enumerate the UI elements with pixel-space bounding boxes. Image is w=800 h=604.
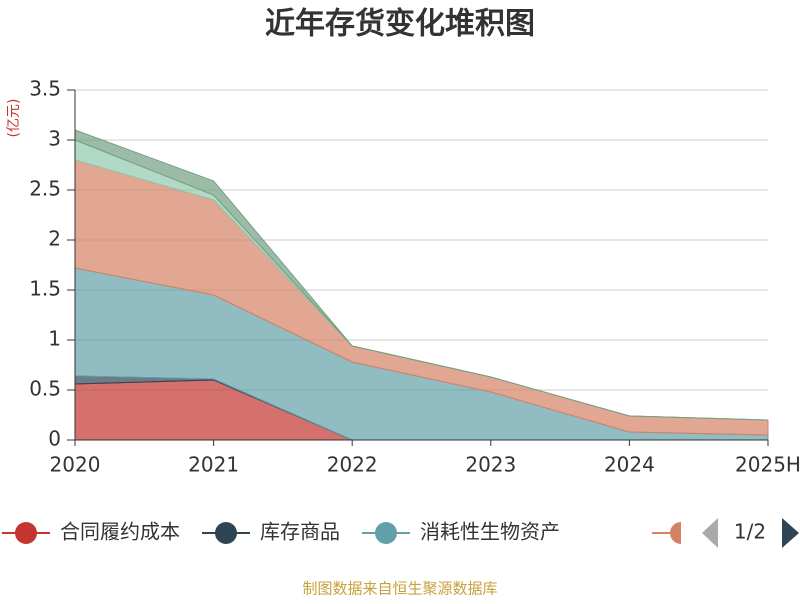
chart-title: 近年存货变化堆积图 xyxy=(265,7,535,42)
legend-next[interactable] xyxy=(782,518,799,548)
legend-icon[interactable] xyxy=(670,522,681,544)
x-tick-label: 2021 xyxy=(188,453,239,477)
x-tick-label: 2020 xyxy=(50,453,101,477)
x-tick-label: 2022 xyxy=(327,453,378,477)
y-tick-label: 3 xyxy=(48,127,61,151)
y-tick-label: 1 xyxy=(48,327,61,351)
y-tick-label: 2 xyxy=(48,227,61,251)
legend-label[interactable]: 合同履约成本 xyxy=(60,520,180,544)
legend-prev[interactable] xyxy=(702,518,718,548)
legend-icon[interactable] xyxy=(215,522,237,544)
legend-label[interactable]: 库存商品 xyxy=(260,520,340,544)
legend-page: 1/2 xyxy=(734,520,766,544)
x-tick-label: 2024 xyxy=(604,453,655,477)
area xyxy=(74,129,769,421)
y-tick-label: 3.5 xyxy=(29,77,61,101)
y-tick-label: 2.5 xyxy=(29,177,61,201)
y-axis-unit: (亿元) xyxy=(6,99,22,138)
source-note: 制图数据来自恒生聚源数据库 xyxy=(302,580,497,598)
y-tick-label: 1.5 xyxy=(29,277,61,301)
x-tick-label: 2025H xyxy=(735,453,800,477)
y-tick-label: 0 xyxy=(48,427,61,451)
y-tick-label: 0.5 xyxy=(29,377,61,401)
legend-icon[interactable] xyxy=(375,522,397,544)
legend-label[interactable]: 消耗性生物资产 xyxy=(420,520,560,544)
legend-icon[interactable] xyxy=(15,522,37,544)
x-tick-label: 2023 xyxy=(465,453,516,477)
